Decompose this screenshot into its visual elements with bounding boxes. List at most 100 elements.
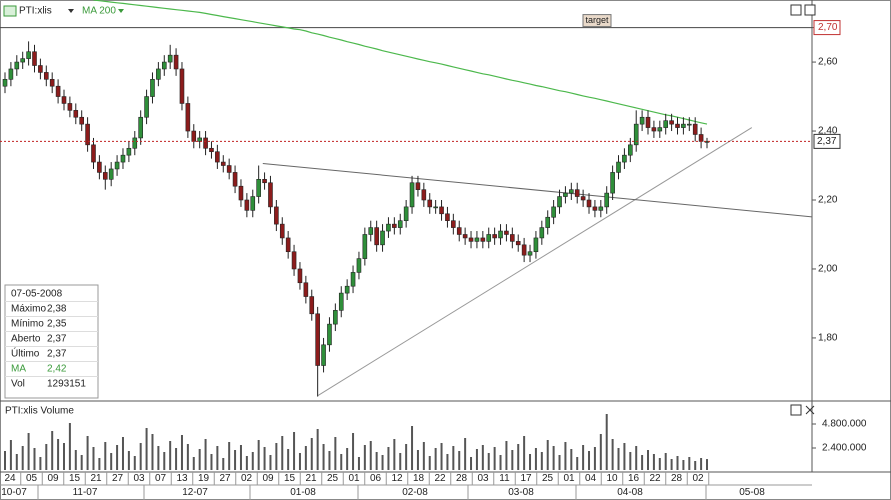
month-label: 04-08 [617,487,643,498]
candle-body [2,79,8,87]
volume-bar [540,452,543,470]
volume-bar [411,426,414,470]
candle-body [380,230,385,246]
volume-bar [464,438,467,470]
volume-bar [157,446,160,470]
candle-body [692,123,698,135]
candle-body [521,244,527,256]
candle-body [580,196,586,201]
day-label: 09 [262,473,274,484]
month-label: 01-08 [290,487,316,498]
candle-body [539,227,545,239]
symbol[interactable]: PTI:xlis [19,6,52,17]
volume-bar [15,454,18,470]
volume-bar [180,435,183,470]
ma-line [93,0,708,125]
candle-body [14,61,20,70]
volume-bar [310,438,313,470]
candle-body [639,116,645,125]
volume-bar [558,455,561,470]
plot [0,0,812,397]
candle-body [79,116,84,125]
volume-bar [652,454,655,470]
candle-body [156,68,161,80]
candle-body [215,151,220,163]
candle-body [468,237,474,242]
candle-body [97,161,102,173]
volume-bar [116,445,119,470]
volume-bar [517,444,520,470]
volume-bar [682,460,685,470]
volume-bar [198,449,201,470]
volume-bar [4,451,6,470]
candle-body [114,161,120,170]
volume-bar [511,450,514,470]
close-button[interactable] [805,405,815,415]
volume-bar [552,446,555,470]
volume-bar [57,439,60,470]
volume-bar [228,442,231,470]
candle-body [403,206,409,221]
candle-body [179,68,185,104]
info-value: 2,38 [47,304,67,315]
price-marker-label: 2,37 [817,136,837,147]
volume-bar [523,436,526,470]
candle-body [633,123,639,146]
info-value: 2,35 [47,319,67,330]
candle-body [474,237,480,242]
indicator[interactable]: MA 200 [82,6,116,17]
candle-body [362,234,368,259]
settings-button[interactable] [804,4,816,16]
candle-body [256,179,261,197]
day-label: 01 [348,473,360,484]
trendline [262,162,812,218]
volume-bar [599,434,602,470]
candle-body [409,182,415,208]
volume-bar [192,457,195,470]
volume-bar [582,445,585,470]
candle-body [574,189,580,197]
volume-bar [458,451,461,470]
candle-body [681,123,686,128]
y-tick-label: 2,60 [818,57,838,68]
volume-bar [688,457,691,470]
volume-bar [369,441,372,470]
month-label: 10-07 [1,487,27,498]
maximize-button[interactable] [790,4,802,16]
candle-body [67,103,73,111]
volume-bar [110,453,113,470]
candle-body [220,161,226,166]
symbol-icon[interactable] [3,5,17,17]
info-label: Último [11,347,40,360]
volume-bar [222,458,225,470]
volume-bar [363,445,366,470]
volume-bar [245,456,248,470]
dropdown-arrow[interactable] [118,9,124,13]
candle-body [462,234,468,239]
volume-bar [352,433,355,470]
volume-bar [493,447,496,470]
candle-body [226,165,232,173]
volume-bar [670,459,673,470]
candle-body [167,54,173,63]
volume-panel [4,414,708,470]
candle-body [138,116,143,139]
volume-bar [546,440,549,470]
volume-bar [346,448,349,470]
day-label: 15 [284,473,296,484]
volume-bar [216,446,219,470]
candle-body [657,127,663,132]
candle-body [85,123,90,146]
volume-bar [175,448,178,470]
day-label: 02 [692,473,704,484]
candle-body [120,154,126,163]
volume-bar [340,454,343,470]
volume-bar [104,442,107,470]
candle-body [327,323,332,346]
volume-bar [163,452,166,470]
volume-bar [281,436,284,470]
dropdown-arrow[interactable] [68,9,74,13]
target-tick-box [813,20,841,36]
maximize-button[interactable] [790,404,802,416]
